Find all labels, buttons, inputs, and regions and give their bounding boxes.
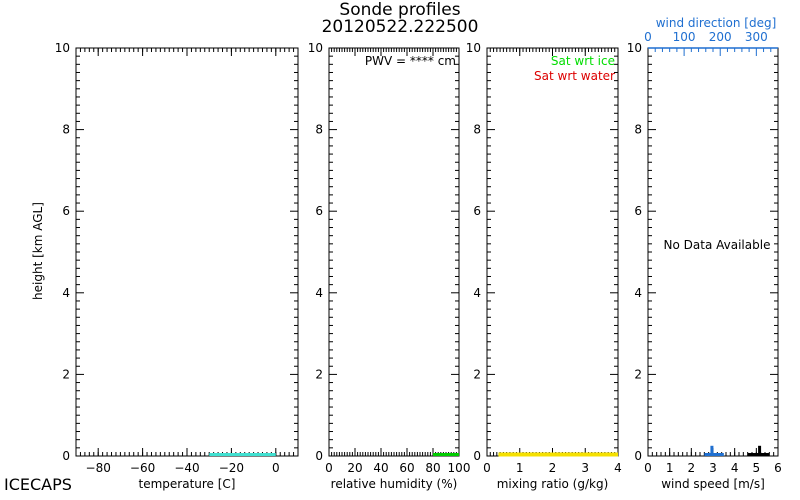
x2-tick-label: 0 bbox=[644, 30, 652, 44]
x-tick-label: 80 bbox=[425, 461, 440, 475]
y-tick-label: 10 bbox=[55, 41, 70, 55]
footer-label: ICECAPS bbox=[4, 475, 72, 494]
y-tick-label: 10 bbox=[466, 41, 481, 55]
x-tick-label: −80 bbox=[86, 461, 111, 475]
x2-tick-label: 300 bbox=[745, 30, 768, 44]
chart-title: Sonde profiles bbox=[339, 0, 460, 20]
x-tick-label: −40 bbox=[174, 461, 199, 475]
y-tick-label: 10 bbox=[627, 41, 642, 55]
x-tick-label: 100 bbox=[448, 461, 471, 475]
plot-frame bbox=[647, 47, 779, 457]
legend-entry: Sat wrt ice bbox=[551, 54, 615, 68]
no-data-annotation: No Data Available bbox=[664, 238, 771, 252]
panel-mixing-ratio: 0 2 4 6 8 10 0 1 2 3 4 mixing ratio (g/kg) Sat wrt i… bbox=[466, 41, 622, 491]
x-tick-label: 20 bbox=[347, 461, 362, 475]
x-tick-label: −60 bbox=[130, 461, 155, 475]
x-tick-label: 0 bbox=[483, 461, 491, 475]
x-axis-label: mixing ratio (g/kg) bbox=[497, 477, 609, 491]
x-tick-label: 60 bbox=[399, 461, 414, 475]
panel-temperature: 0 2 4 6 8 10 −80 −60 −40 −20 0 temperature [C] bbox=[55, 41, 299, 491]
x-tick-label: 40 bbox=[373, 461, 388, 475]
y-tick-label: 8 bbox=[634, 123, 642, 137]
plot-frame bbox=[75, 47, 299, 457]
y-tick-label: 6 bbox=[473, 204, 481, 218]
y-tick-label: 6 bbox=[62, 204, 70, 218]
x-axis-label: wind speed [m/s] bbox=[661, 477, 765, 491]
y-tick-label: 2 bbox=[315, 367, 323, 381]
x-tick-label: 0 bbox=[644, 461, 652, 475]
x-tick-label: 2 bbox=[688, 461, 696, 475]
plot-frame bbox=[328, 47, 460, 457]
x-tick-label: 6 bbox=[774, 461, 782, 475]
y-tick-label: 0 bbox=[634, 449, 642, 463]
y-tick-label: 6 bbox=[315, 204, 323, 218]
y-tick-label: 8 bbox=[315, 123, 323, 137]
chart-subtitle: 20120522.222500 bbox=[322, 17, 479, 37]
y-tick-label: 10 bbox=[308, 41, 323, 55]
y-tick-label: 2 bbox=[62, 367, 70, 381]
x-tick-label: 2 bbox=[549, 461, 557, 475]
y-axis-label: height [km AGL] bbox=[31, 202, 45, 300]
plot-frame bbox=[486, 47, 619, 457]
x-tick-label: 4 bbox=[731, 461, 739, 475]
x-tick-label: 0 bbox=[325, 461, 333, 475]
y-tick-label: 8 bbox=[473, 123, 481, 137]
x-tick-label: 0 bbox=[272, 461, 280, 475]
x-axis-label: relative humidity (%) bbox=[331, 477, 458, 491]
y-tick-label: 4 bbox=[634, 286, 642, 300]
y-tick-label: 2 bbox=[473, 367, 481, 381]
x2-axis-label: wind direction [deg] bbox=[656, 16, 777, 30]
x-tick-label: 4 bbox=[614, 461, 622, 475]
x2-tick-label: 100 bbox=[673, 30, 696, 44]
y-tick-label: 0 bbox=[315, 449, 323, 463]
y-tick-label: 4 bbox=[62, 286, 70, 300]
x-tick-label: −20 bbox=[219, 461, 244, 475]
x-tick-label: 1 bbox=[516, 461, 524, 475]
x-tick-label: 3 bbox=[581, 461, 589, 475]
x-tick-label: 1 bbox=[666, 461, 674, 475]
x2-tick-label: 200 bbox=[709, 30, 732, 44]
y-tick-label: 0 bbox=[473, 449, 481, 463]
x-tick-label: 3 bbox=[709, 461, 717, 475]
y-tick-label: 4 bbox=[315, 286, 323, 300]
y-tick-label: 6 bbox=[634, 204, 642, 218]
y-tick-label: 8 bbox=[62, 123, 70, 137]
x-tick-label: 5 bbox=[753, 461, 761, 475]
y-tick-label: 4 bbox=[473, 286, 481, 300]
y-tick-label: 0 bbox=[62, 449, 70, 463]
legend-entry: Sat wrt water bbox=[534, 69, 615, 83]
y-tick-label: 2 bbox=[634, 367, 642, 381]
pwv-annotation: PWV = **** cm bbox=[365, 54, 456, 68]
x-axis-label: temperature [C] bbox=[139, 477, 236, 491]
